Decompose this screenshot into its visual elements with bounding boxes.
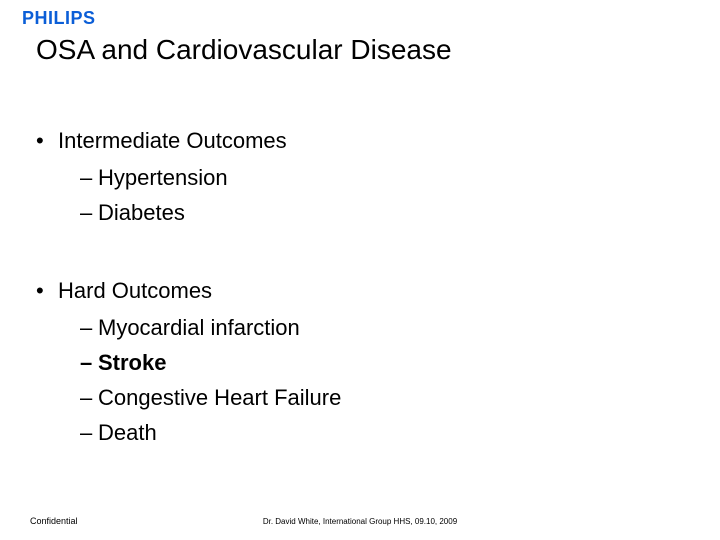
sub-bullet-text: Stroke	[98, 348, 166, 379]
sub-bullet-text: Myocardial infarction	[98, 313, 300, 344]
sub-bullet: – Hypertension	[80, 163, 684, 194]
dash-icon: –	[80, 198, 98, 229]
philips-logo: PHILIPS	[22, 8, 96, 29]
dash-icon: –	[80, 348, 98, 379]
footer-attribution: Dr. David White, International Group HHS…	[0, 517, 720, 526]
section-intermediate: • Intermediate Outcomes – Hypertension –…	[36, 126, 684, 228]
dash-icon: –	[80, 418, 98, 449]
sub-bullet: – Stroke	[80, 348, 684, 379]
dash-icon: –	[80, 313, 98, 344]
sub-bullet: – Death	[80, 418, 684, 449]
sub-bullet-text: Diabetes	[98, 198, 185, 229]
bullet-text: Hard Outcomes	[58, 276, 212, 307]
sub-bullet: – Diabetes	[80, 198, 684, 229]
bullet-dot-icon: •	[36, 276, 58, 307]
bullet-intermediate-outcomes: • Intermediate Outcomes	[36, 126, 684, 157]
bullet-dot-icon: •	[36, 126, 58, 157]
sub-bullet-text: Congestive Heart Failure	[98, 383, 341, 414]
sub-bullet: – Congestive Heart Failure	[80, 383, 684, 414]
dash-icon: –	[80, 163, 98, 194]
content-area: • Intermediate Outcomes – Hypertension –…	[36, 126, 684, 496]
section-hard: • Hard Outcomes – Myocardial infarction …	[36, 276, 684, 448]
sub-bullet-text: Death	[98, 418, 157, 449]
bullet-text: Intermediate Outcomes	[58, 126, 287, 157]
sub-bullet: – Myocardial infarction	[80, 313, 684, 344]
dash-icon: –	[80, 383, 98, 414]
slide: PHILIPS OSA and Cardiovascular Disease •…	[0, 0, 720, 540]
bullet-hard-outcomes: • Hard Outcomes	[36, 276, 684, 307]
sub-bullet-text: Hypertension	[98, 163, 228, 194]
slide-title: OSA and Cardiovascular Disease	[36, 34, 452, 66]
